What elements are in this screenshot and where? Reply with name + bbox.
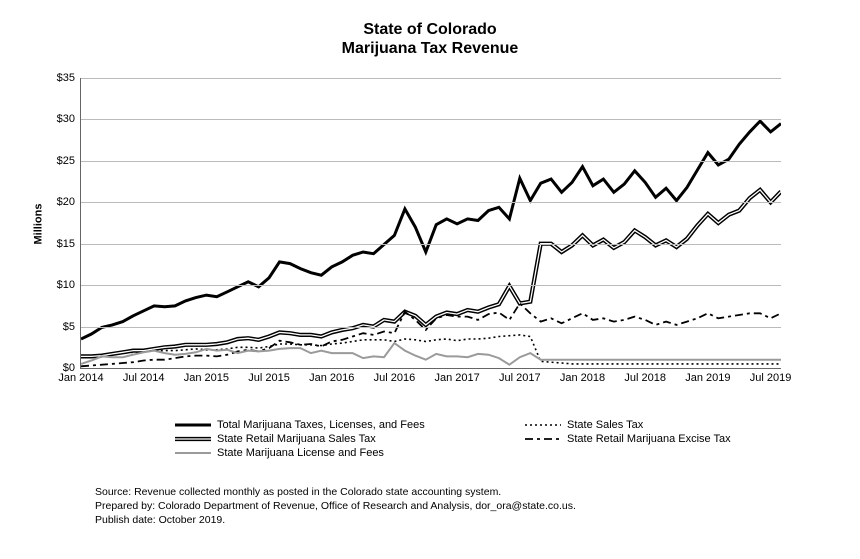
- x-tick-label: Jul 2019: [750, 368, 792, 384]
- x-tick-label: Jan 2014: [58, 368, 103, 384]
- y-tick-label: $20: [57, 196, 81, 208]
- footer-line: Publish date: October 2019.: [95, 513, 576, 527]
- gridline: [81, 202, 781, 203]
- x-tick-label: Jul 2018: [624, 368, 666, 384]
- title-line-1: State of Colorado: [0, 20, 860, 39]
- legend-item-retail_sales_tax: State Retail Marijuana Sales Tax: [175, 432, 505, 446]
- x-tick-label: Jul 2016: [374, 368, 416, 384]
- legend-label: State Retail Marijuana Excise Tax: [567, 433, 731, 445]
- legend-row: Total Marijuana Taxes, Licenses, and Fee…: [175, 418, 825, 432]
- y-tick-label: $35: [57, 72, 81, 84]
- legend-label: State Sales Tax: [567, 419, 643, 431]
- chart-container: State of Colorado Marijuana Tax Revenue …: [0, 0, 860, 559]
- gridline: [81, 327, 781, 328]
- x-tick-label: Jan 2018: [560, 368, 605, 384]
- legend-swatch: [525, 418, 561, 432]
- title-line-2: Marijuana Tax Revenue: [0, 39, 860, 58]
- legend-swatch: [175, 446, 211, 460]
- chart-title: State of Colorado Marijuana Tax Revenue: [0, 0, 860, 58]
- legend-item-license_fees: State Marijuana License and Fees: [175, 446, 505, 460]
- legend-row: State Retail Marijuana Sales Tax State Re…: [175, 432, 825, 446]
- x-tick-label: Jan 2019: [685, 368, 730, 384]
- series-retail_sales_tax: [81, 190, 781, 357]
- plot-area: $0$5$10$15$20$25$30$35Jan 2014Jul 2014Ja…: [80, 78, 781, 369]
- legend-swatch: [175, 418, 211, 432]
- gridline: [81, 78, 781, 79]
- gridline: [81, 119, 781, 120]
- legend-item-state_sales_tax: State Sales Tax: [525, 418, 805, 432]
- legend-label: Total Marijuana Taxes, Licenses, and Fee…: [217, 419, 425, 431]
- footer-line: Source: Revenue collected monthly as pos…: [95, 485, 576, 499]
- legend-label: State Marijuana License and Fees: [217, 447, 384, 459]
- gridline: [81, 161, 781, 162]
- x-tick-label: Jan 2017: [434, 368, 479, 384]
- legend-swatch: [525, 432, 561, 446]
- legend-item-excise_tax: State Retail Marijuana Excise Tax: [525, 432, 805, 446]
- y-tick-label: $10: [57, 279, 81, 291]
- y-axis-label: Millions: [32, 204, 44, 245]
- gridline: [81, 285, 781, 286]
- x-tick-label: Jul 2015: [248, 368, 290, 384]
- legend-label: State Retail Marijuana Sales Tax: [217, 433, 376, 445]
- y-tick-label: $30: [57, 113, 81, 125]
- y-tick-label: $5: [63, 321, 81, 333]
- x-tick-label: Jan 2016: [309, 368, 354, 384]
- legend: Total Marijuana Taxes, Licenses, and Fee…: [175, 418, 825, 460]
- footer-line: Prepared by: Colorado Department of Reve…: [95, 499, 576, 513]
- footer-notes: Source: Revenue collected monthly as pos…: [95, 485, 576, 528]
- x-tick-label: Jul 2014: [123, 368, 165, 384]
- y-tick-label: $25: [57, 155, 81, 167]
- legend-item-total: Total Marijuana Taxes, Licenses, and Fee…: [175, 418, 505, 432]
- gridline: [81, 244, 781, 245]
- series-total: [81, 121, 781, 339]
- series-retail_sales_tax-inner: [81, 190, 781, 357]
- x-tick-label: Jul 2017: [499, 368, 541, 384]
- chart-lines: [81, 78, 781, 368]
- legend-row: State Marijuana License and Fees: [175, 446, 825, 460]
- y-tick-label: $15: [57, 238, 81, 250]
- legend-swatch: [175, 432, 211, 446]
- x-tick-label: Jan 2015: [184, 368, 229, 384]
